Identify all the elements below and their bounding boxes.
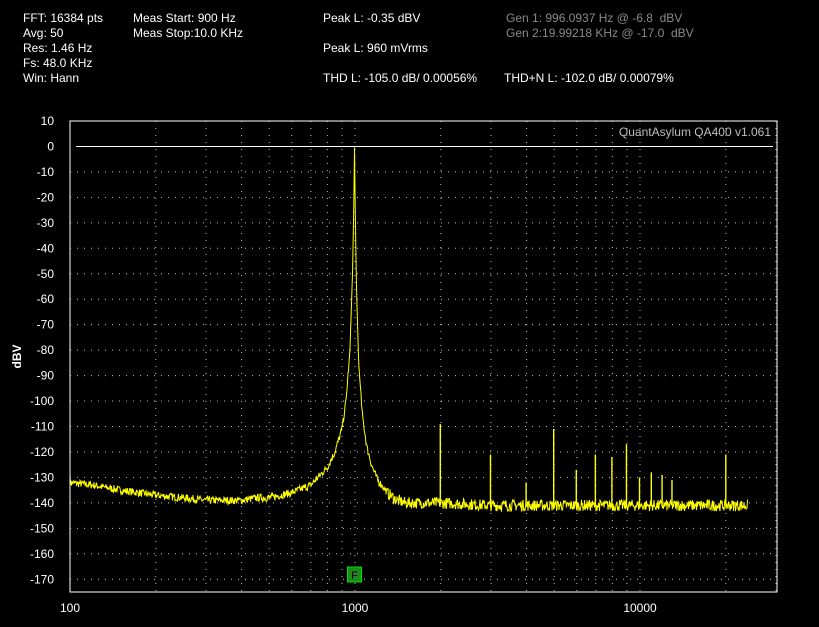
- window-type: Win: Hann: [23, 71, 80, 85]
- gen1-readout: Gen 1: 996.0937 Hz @ -6.8 dBV: [506, 11, 683, 25]
- fft-size: FFT: 16384 pts: [23, 11, 104, 25]
- y-tick-label: -140: [30, 496, 54, 510]
- x-tick-label: 100: [60, 601, 80, 615]
- y-tick-label: -10: [37, 165, 55, 179]
- y-tick-label: -100: [30, 394, 54, 408]
- marker-box[interactable]: [347, 566, 363, 583]
- y-tick-label: -110: [31, 420, 54, 434]
- y-tick-label: -30: [37, 216, 55, 230]
- spectrum-line: [69, 147, 749, 513]
- y-tick-label: 0: [47, 139, 54, 153]
- plot-border: [69, 120, 778, 593]
- y-tick-label: -130: [30, 470, 54, 484]
- resolution: Res: 1.46 Hz: [23, 41, 93, 55]
- y-tick-label: -80: [37, 343, 55, 357]
- y-tick-label: 10: [41, 114, 55, 128]
- y-tick-label: -70: [37, 318, 55, 332]
- marker-label: F: [351, 570, 358, 582]
- y-tick-label: -20: [37, 190, 55, 204]
- harmonic-spikes: [439, 423, 727, 506]
- y-tick-label: -90: [37, 369, 55, 383]
- gen2-readout: Gen 2:19.99218 KHz @ -17.0 dBV: [506, 26, 694, 40]
- fundamental-marker[interactable]: F: [347, 566, 363, 583]
- y-tick-label: -160: [30, 547, 54, 561]
- peak-dbv: Peak L: -0.35 dBV: [323, 11, 421, 25]
- y-tick-label: -40: [37, 241, 55, 255]
- sample-rate: Fs: 48.0 KHz: [23, 56, 93, 70]
- meas-start: Meas Start: 900 Hz: [133, 11, 236, 25]
- y-axis-label: dBV: [10, 345, 24, 369]
- spectrum-trace: [69, 147, 749, 513]
- y-tick-label: -50: [37, 267, 55, 281]
- grid-lines: [70, 121, 777, 592]
- x-tick-labels: 100 1000 10000: [60, 601, 657, 615]
- peak-mvrms: Peak L: 960 mVrms: [323, 41, 428, 55]
- thdn-readout: THD+N L: -102.0 dB/ 0.00079%: [504, 71, 674, 85]
- x-tick-label: 10000: [623, 601, 657, 615]
- y-tick-label: -150: [30, 521, 54, 535]
- thd-readout: THD L: -105.0 dB/ 0.00056%: [323, 71, 478, 85]
- y-tick-labels: 10 0 -10 -20 -30 -40 -50 -60 -70 -80 -90 -100 -110 -1…: [30, 114, 54, 586]
- y-tick-label: -120: [30, 445, 54, 459]
- y-tick-label: -170: [30, 572, 54, 586]
- brand-label: QuantAsylum QA400 v1.061: [619, 125, 771, 139]
- meas-stop: Meas Stop:10.0 KHz: [133, 26, 244, 40]
- average-count: Avg: 50: [23, 26, 64, 40]
- y-tick-label: -60: [37, 292, 55, 306]
- x-tick-label: 1000: [342, 601, 369, 615]
